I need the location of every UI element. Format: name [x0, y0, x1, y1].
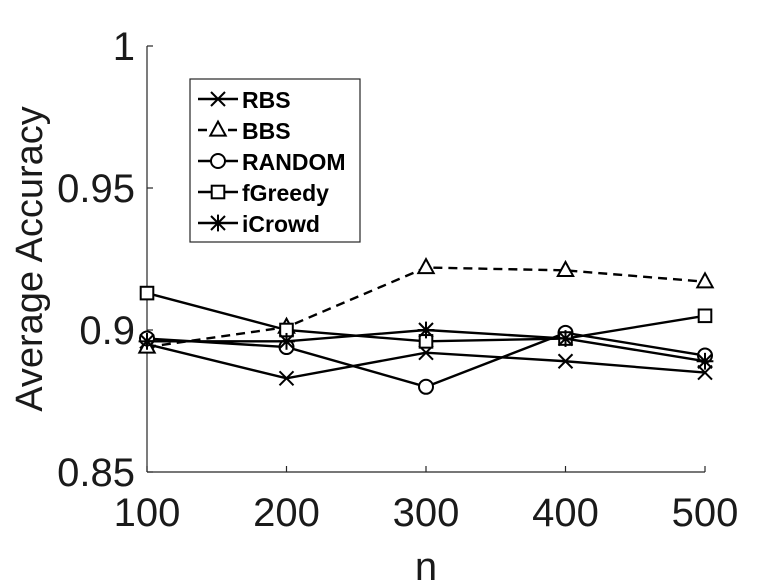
y-tick-label: 1: [113, 25, 135, 69]
marker-square: [139, 285, 155, 301]
series-layer: [137, 257, 715, 395]
marker-triangle: [208, 119, 228, 137]
marker-star: [696, 352, 714, 370]
x-tick-label: 400: [532, 491, 599, 535]
legend-label: RBS: [242, 87, 291, 113]
marker-x: [278, 370, 295, 386]
marker-square: [210, 184, 226, 200]
marker-circle: [210, 153, 226, 169]
marker-x: [557, 353, 574, 369]
series-line-rbs: [146, 343, 706, 380]
legend-label: fGreedy: [242, 180, 329, 206]
legend-label: BBS: [242, 118, 291, 144]
marker-x: [210, 91, 226, 107]
legend-item-random: RANDOM: [198, 149, 346, 175]
x-tick-label: 500: [672, 491, 739, 535]
marker-x: [697, 364, 713, 381]
y-tick-label: 0.9: [79, 309, 135, 353]
x-tick-label: 200: [253, 491, 320, 535]
marker-square: [697, 308, 713, 324]
legend: RBS BBS RANDOM fGreedy iCrowd: [189, 78, 361, 243]
marker-triangle: [416, 257, 436, 275]
legend-label: RANDOM: [242, 149, 346, 175]
x-axis-label: n: [415, 545, 437, 584]
marker-star: [417, 321, 435, 339]
series-icrowd: [138, 321, 714, 370]
axes: 100 200 300 400 500 0.85 0.9 0.95 1: [57, 25, 738, 535]
y-axis-label: Average Accuracy: [9, 106, 51, 412]
marker-triangle: [695, 271, 715, 289]
y-tick-label: 0.95: [57, 167, 135, 211]
y-tick-label: 0.85: [57, 451, 135, 495]
x-tick-label: 100: [114, 491, 181, 535]
marker-circle: [418, 378, 434, 395]
marker-star: [557, 330, 574, 347]
marker-star: [138, 332, 156, 350]
marker-star: [209, 214, 227, 232]
legend-item-icrowd: iCrowd: [198, 211, 320, 237]
x-tick-label: 300: [393, 491, 460, 535]
legend-label: iCrowd: [242, 211, 320, 237]
marker-triangle: [556, 259, 575, 277]
series-fgreedy: [139, 285, 713, 349]
legend-item-rbs: RBS: [198, 87, 291, 113]
marker-star: [278, 332, 295, 350]
legend-item-fgreedy: fGreedy: [198, 180, 329, 206]
legend-item-bbs: BBS: [198, 118, 291, 144]
